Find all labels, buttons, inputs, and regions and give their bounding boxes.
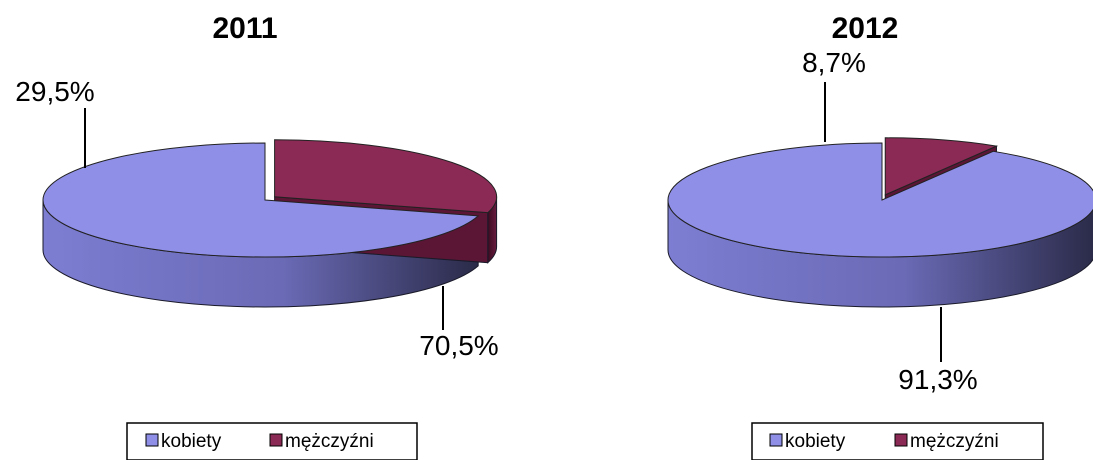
legend-label-2012-women: kobiety (785, 431, 846, 452)
data-label-text-2012-women: 91,3% (898, 364, 977, 395)
legend-2011: kobiety mężczyźni (126, 422, 418, 460)
chart-title-2011: 2011 (212, 12, 277, 45)
pie-slice-2011-kobiety (42, 142, 480, 258)
legend-swatch-2011-women (145, 433, 159, 447)
legend-label-2011-men: mężczyźni (285, 431, 374, 452)
legend-label-2011-women: kobiety (161, 431, 222, 452)
data-label-text-2011-men: 29,5% (15, 76, 94, 107)
pie-slice-2012-kobiety (667, 142, 1093, 258)
pie-slice-2012-mężczyźni (884, 137, 999, 196)
legend-swatch-2012-men (894, 433, 908, 447)
pie-2011 (42, 139, 498, 308)
data-label-2012-men: 8,7% (802, 47, 866, 142)
data-label-2012-women: 91,3% (898, 307, 978, 395)
pie-chart-2012: 2012 8,7% 91,3% kobiety mężczyźni (667, 12, 1093, 460)
legend-2012: kobiety mężczyźni (751, 422, 1044, 460)
pie-slice-2011-mężczyźni (274, 139, 498, 214)
legend-swatch-2012-women (769, 433, 783, 447)
legend-label-2012-men: mężczyźni (910, 431, 999, 452)
data-label-text-2012-men: 8,7% (802, 47, 866, 78)
pie-2012 (667, 137, 1093, 308)
data-label-2011-men: 29,5% (15, 76, 95, 168)
data-label-text-2011-women: 70,5% (419, 330, 498, 361)
chart-title-2012: 2012 (832, 12, 899, 45)
pie-chart-2011: 2011 29,5% 70,5% kobiety mężczyźni (15, 12, 499, 460)
data-label-2011-women: 70,5% (419, 286, 499, 361)
legend-swatch-2011-men (269, 433, 283, 447)
